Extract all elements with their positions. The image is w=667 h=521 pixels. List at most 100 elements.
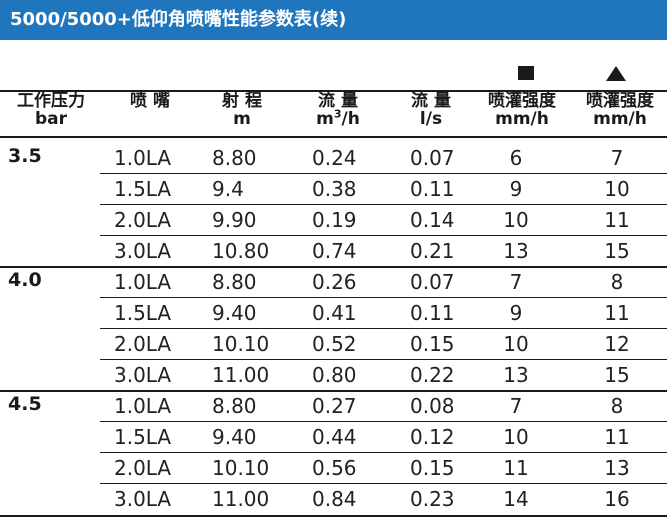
cell-precip-triangle: 15 bbox=[604, 363, 630, 387]
header-precip-square: 喷灌强度 mm/h bbox=[478, 92, 566, 136]
cell-flow-m3h: 0.27 bbox=[312, 394, 357, 418]
cell-precip-square: 6 bbox=[509, 146, 523, 170]
cell-precip-triangle: 7 bbox=[610, 146, 624, 170]
cell-precip-square: 9 bbox=[509, 177, 523, 201]
cell-precip-square: 7 bbox=[509, 270, 523, 294]
header-radius-label: 射 程 bbox=[222, 91, 262, 111]
cell-precip-square: 13 bbox=[503, 239, 529, 263]
cell-precip-square: 9 bbox=[509, 301, 523, 325]
pressure-group-label: 4.5 bbox=[8, 393, 42, 415]
header-precip-square-label: 喷灌强度 bbox=[488, 91, 556, 111]
table-row: 2.0LA 9.90 0.19 0.14 10 11 bbox=[0, 205, 667, 236]
cell-flow-m3h: 0.24 bbox=[312, 146, 357, 170]
cell-flow-ls: 0.07 bbox=[410, 146, 455, 170]
table-header: 工作压力 bar 喷 嘴 射 程 m 流 量 m3/h 流 量 l/s 喷灌强度… bbox=[0, 90, 667, 136]
cell-radius: 9.40 bbox=[212, 425, 257, 449]
cell-flow-m3h: 0.52 bbox=[312, 332, 357, 356]
cell-flow-m3h: 0.84 bbox=[312, 487, 357, 511]
cell-precip-square: 10 bbox=[503, 425, 529, 449]
header-flow-ls-unit: l/s bbox=[419, 109, 443, 129]
cell-radius: 8.80 bbox=[212, 146, 257, 170]
cell-flow-ls: 0.15 bbox=[410, 456, 455, 480]
table-row: 1.5LA 9.40 0.41 0.11 9 11 bbox=[0, 298, 667, 329]
header-flow-m3h-unit: m3/h bbox=[300, 108, 376, 129]
row-divider bbox=[100, 204, 667, 205]
header-flow-ls-label: 流 量 bbox=[411, 91, 451, 111]
cell-radius: 9.90 bbox=[212, 208, 257, 232]
cell-precip-square: 10 bbox=[503, 332, 529, 356]
header-flow-m3h-unit-base: m bbox=[316, 109, 334, 129]
cell-nozzle: 3.0LA bbox=[114, 363, 172, 387]
cell-radius: 10.80 bbox=[212, 239, 270, 263]
cell-precip-square: 13 bbox=[503, 363, 529, 387]
row-divider bbox=[100, 173, 667, 174]
cell-precip-triangle: 10 bbox=[604, 177, 630, 201]
cell-nozzle: 1.5LA bbox=[114, 177, 172, 201]
table-row: 1.0LA 8.80 0.26 0.07 7 8 bbox=[0, 267, 667, 298]
cell-nozzle: 2.0LA bbox=[114, 332, 172, 356]
row-divider bbox=[100, 328, 667, 329]
table-row: 2.0LA 10.10 0.52 0.15 10 12 bbox=[0, 329, 667, 360]
square-marker-icon bbox=[518, 66, 534, 80]
cell-flow-m3h: 0.41 bbox=[312, 301, 357, 325]
row-divider bbox=[100, 297, 667, 298]
table-row: 3.0LA 11.00 0.84 0.23 14 16 bbox=[0, 484, 667, 515]
header-precip-triangle-label: 喷灌强度 bbox=[586, 91, 654, 111]
cell-flow-ls: 0.21 bbox=[410, 239, 455, 263]
cell-flow-ls: 0.14 bbox=[410, 208, 455, 232]
cell-precip-triangle: 12 bbox=[604, 332, 630, 356]
cell-nozzle: 1.0LA bbox=[114, 146, 172, 170]
table-bottom-rule bbox=[0, 515, 667, 517]
cell-flow-ls: 0.07 bbox=[410, 270, 455, 294]
cell-flow-m3h: 0.19 bbox=[312, 208, 357, 232]
cell-nozzle: 2.0LA bbox=[114, 456, 172, 480]
table-row: 1.0LA 8.80 0.24 0.07 6 7 bbox=[0, 143, 667, 174]
cell-precip-square: 10 bbox=[503, 208, 529, 232]
cell-flow-ls: 0.15 bbox=[410, 332, 455, 356]
row-divider bbox=[100, 421, 667, 422]
header-precip-square-unit: mm/h bbox=[495, 109, 549, 129]
cell-flow-m3h: 0.38 bbox=[312, 177, 357, 201]
group-divider bbox=[0, 390, 667, 392]
pressure-group-label: 3.5 bbox=[8, 145, 42, 167]
header-flow-m3h-label: 流 量 bbox=[318, 91, 358, 111]
table-row: 1.5LA 9.4 0.38 0.11 9 10 bbox=[0, 174, 667, 205]
cell-precip-triangle: 11 bbox=[604, 301, 630, 325]
cell-flow-ls: 0.11 bbox=[410, 301, 455, 325]
cell-flow-m3h: 0.74 bbox=[312, 239, 357, 263]
triangle-marker-icon bbox=[606, 66, 626, 81]
cell-radius: 9.40 bbox=[212, 301, 257, 325]
pressure-group-label: 4.0 bbox=[8, 269, 42, 291]
page-title: 5000/5000+低仰角喷嘴性能参数表(续) bbox=[10, 9, 347, 30]
table-row: 1.0LA 8.80 0.27 0.08 7 8 bbox=[0, 391, 667, 422]
row-divider bbox=[100, 452, 667, 453]
cell-precip-triangle: 8 bbox=[610, 394, 624, 418]
cell-nozzle: 3.0LA bbox=[114, 487, 172, 511]
header-nozzle-label: 喷 嘴 bbox=[130, 91, 170, 111]
header-pressure: 工作压力 bar bbox=[6, 92, 96, 136]
header-flow-ls: 流 量 l/s bbox=[396, 92, 466, 136]
group-divider bbox=[0, 266, 667, 268]
cell-flow-ls: 0.22 bbox=[410, 363, 455, 387]
header-pressure-unit: bar bbox=[34, 109, 68, 129]
cell-precip-triangle: 13 bbox=[604, 456, 630, 480]
cell-radius: 9.4 bbox=[212, 177, 244, 201]
table-row: 1.5LA 9.40 0.44 0.12 10 11 bbox=[0, 422, 667, 453]
row-divider bbox=[100, 483, 667, 484]
cell-precip-square: 7 bbox=[509, 394, 523, 418]
cell-precip-square: 14 bbox=[503, 487, 529, 511]
header-rule bbox=[0, 136, 667, 138]
cell-precip-triangle: 15 bbox=[604, 239, 630, 263]
cell-nozzle: 1.0LA bbox=[114, 394, 172, 418]
cell-radius: 11.00 bbox=[212, 487, 270, 511]
cell-flow-ls: 0.08 bbox=[410, 394, 455, 418]
cell-flow-ls: 0.12 bbox=[410, 425, 455, 449]
header-precip-triangle-unit: mm/h bbox=[593, 109, 647, 129]
header-precip-triangle: 喷灌强度 mm/h bbox=[574, 92, 666, 136]
table-row: 2.0LA 10.10 0.56 0.15 11 13 bbox=[0, 453, 667, 484]
cell-nozzle: 1.0LA bbox=[114, 270, 172, 294]
header-radius: 射 程 m bbox=[206, 92, 278, 136]
cell-precip-square: 11 bbox=[503, 456, 529, 480]
cell-precip-triangle: 11 bbox=[604, 425, 630, 449]
cell-precip-triangle: 11 bbox=[604, 208, 630, 232]
